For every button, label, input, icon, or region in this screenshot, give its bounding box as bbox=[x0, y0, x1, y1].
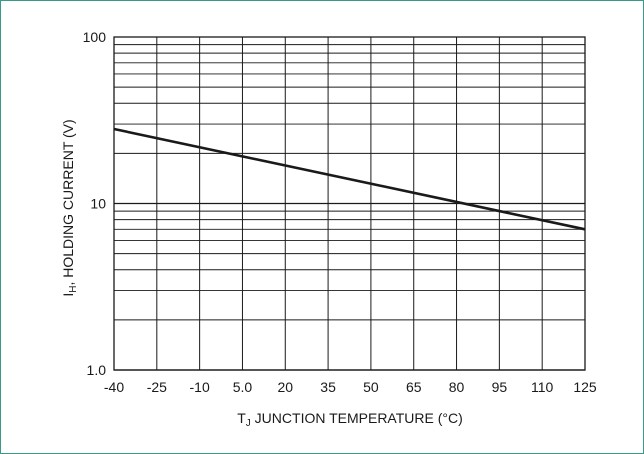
x-tick-label: 110 bbox=[531, 379, 554, 395]
x-tick-label: 65 bbox=[406, 379, 422, 395]
x-tick-label: 80 bbox=[449, 379, 465, 395]
x-tick-label: -40 bbox=[104, 379, 124, 395]
x-tick-label: -10 bbox=[190, 379, 210, 395]
x-tick-labels: -40 -25 -10 5.0 20 35 50 65 80 95 110 125 bbox=[104, 379, 597, 395]
y-tick-label: 10 bbox=[90, 196, 106, 212]
x-tick-label: -25 bbox=[147, 379, 167, 395]
x-tick-label: 5.0 bbox=[233, 379, 253, 395]
series-line bbox=[113, 127, 586, 231]
y-axis-label: IH, HOLDING CURRENT (V) bbox=[60, 119, 79, 296]
x-tick-label: 95 bbox=[492, 379, 508, 395]
y-tick-labels: 100 10 1.0 bbox=[83, 29, 107, 378]
y-tick-label: 100 bbox=[83, 29, 107, 45]
x-tick-label: 35 bbox=[320, 379, 336, 395]
plot-area-border bbox=[113, 36, 586, 371]
x-tick-label: 20 bbox=[277, 379, 293, 395]
x-tick-label: 125 bbox=[573, 379, 597, 395]
x-tick-label: 50 bbox=[363, 379, 379, 395]
y-tick-label: 1.0 bbox=[87, 362, 107, 378]
grid-lines bbox=[113, 37, 586, 371]
x-axis-label: TJ JUNCTION TEMPERATURE (°C) bbox=[237, 410, 463, 429]
